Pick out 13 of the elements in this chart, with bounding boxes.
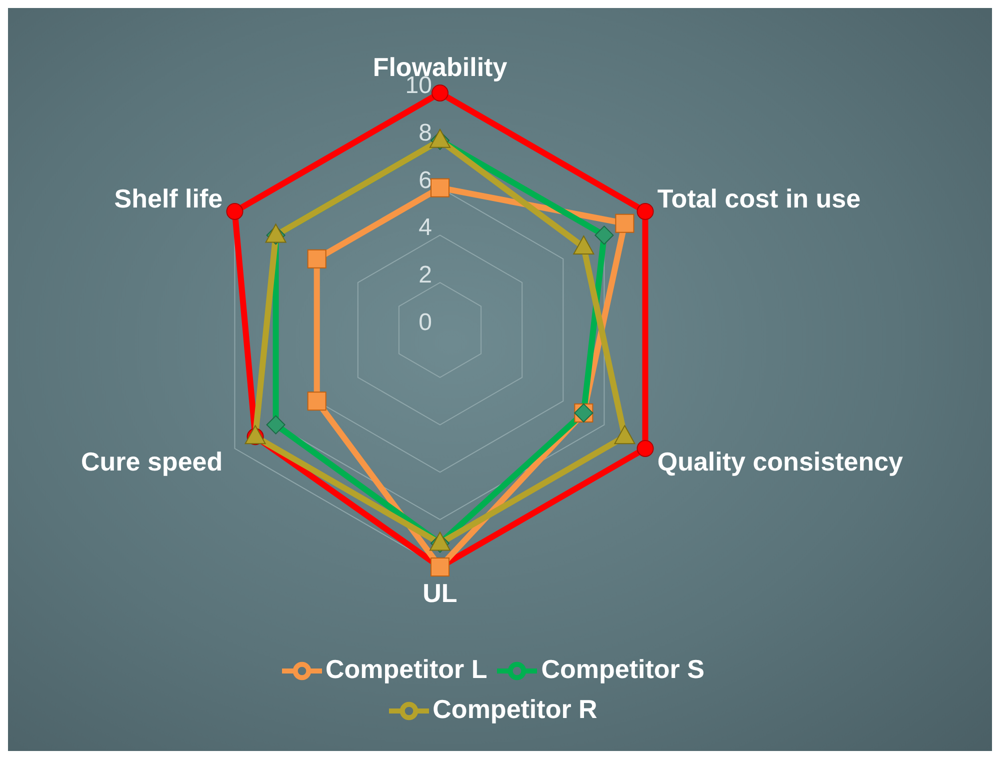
spoke-label: Quality consistency [657, 446, 904, 476]
legend-label: Competitor L [326, 654, 488, 684]
spoke-label: Cure speed [81, 446, 223, 476]
y-tick-label: 8 [418, 119, 432, 146]
y-tick-label: 2 [418, 262, 432, 289]
legend-label: Competitor R [432, 694, 598, 724]
legend-label: Competitor S [541, 654, 704, 684]
spoke-label: UL [422, 578, 458, 608]
spoke-label: Shelf life [114, 184, 223, 214]
y-tick-label: 4 [418, 214, 432, 242]
spoke-label: Total cost in use [657, 184, 861, 214]
y-tick-label: 0 [418, 309, 432, 336]
y-tick-label: 6 [418, 166, 432, 194]
